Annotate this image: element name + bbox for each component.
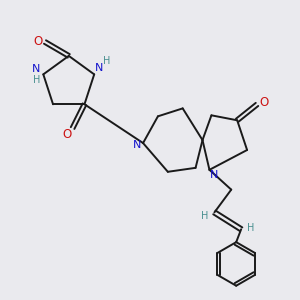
Text: O: O [62, 128, 71, 142]
Text: H: H [33, 75, 40, 85]
Text: H: H [103, 56, 111, 67]
Text: O: O [259, 96, 268, 109]
Text: N: N [95, 63, 103, 74]
Text: H: H [248, 223, 255, 233]
Text: H: H [201, 212, 208, 221]
Text: N: N [210, 170, 219, 180]
Text: N: N [32, 64, 41, 74]
Text: O: O [33, 34, 43, 47]
Text: N: N [133, 140, 141, 150]
